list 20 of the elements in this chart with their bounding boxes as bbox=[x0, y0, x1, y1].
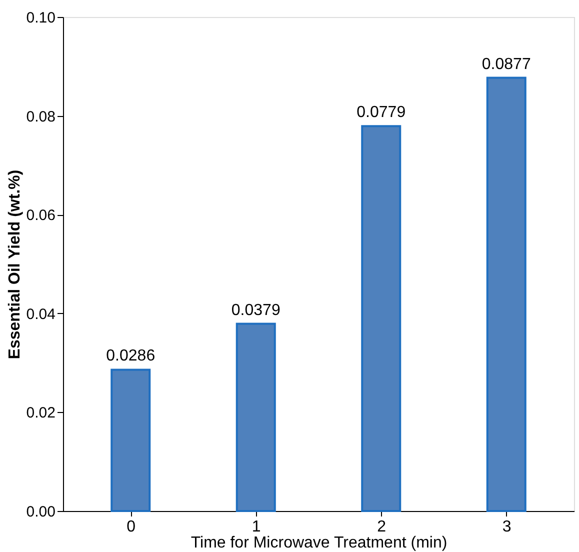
x-axis-title: Time for Microwave Treatment (min) bbox=[190, 534, 448, 552]
x-tick-label: 0 bbox=[126, 518, 136, 536]
y-tick-label: 0.10 bbox=[26, 10, 56, 26]
x-tick-label: 1 bbox=[252, 518, 261, 536]
x-tick-label: 2 bbox=[377, 518, 386, 536]
x-tick-label: 3 bbox=[502, 518, 512, 536]
data-label: 0.0877 bbox=[482, 56, 531, 73]
data-label: 0.0286 bbox=[106, 348, 156, 365]
data-label: 0.0379 bbox=[231, 302, 280, 319]
data-label: 0.0779 bbox=[356, 104, 406, 122]
y-tick-label: 0.08 bbox=[26, 108, 56, 126]
bar bbox=[236, 322, 276, 512]
y-axis-title: Essential Oil Yield (wt.%) bbox=[6, 170, 24, 360]
bar bbox=[486, 76, 526, 512]
bar bbox=[361, 125, 402, 512]
y-tick-label: 0.00 bbox=[26, 504, 56, 520]
y-tick-label: 0.06 bbox=[26, 207, 56, 224]
y-tick-label: 0.04 bbox=[26, 306, 56, 323]
bar bbox=[110, 368, 151, 512]
y-tick-label: 0.02 bbox=[26, 404, 56, 422]
